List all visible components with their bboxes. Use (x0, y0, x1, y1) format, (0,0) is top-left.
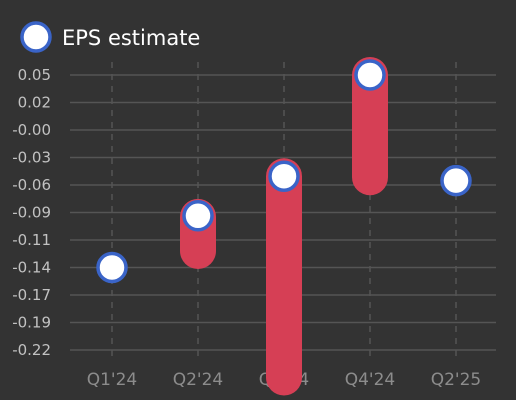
y-tick-label: -0.22 (12, 341, 51, 359)
legend-marker (20, 21, 52, 53)
y-tick-label: 0.02 (18, 94, 51, 112)
eps-marker (182, 200, 214, 232)
y-tick-label: -0.11 (12, 231, 51, 249)
y-tick-label: -0.14 (12, 259, 51, 277)
x-tick-label: Q2'25 (431, 370, 482, 390)
x-tick-label: Q4'24 (345, 370, 396, 390)
y-axis-ticks: 0.05 0.02 -0.00 -0.03 -0.06 -0.09 -0.11 -0.14 -0… (12, 66, 51, 359)
legend: EPS estimate (20, 21, 200, 53)
y-tick-label: -0.06 (12, 176, 51, 194)
y-tick-label: 0.05 (18, 66, 51, 84)
eps-marker (96, 251, 128, 284)
range-bars (180, 57, 388, 396)
eps-marker (268, 160, 300, 192)
eps-marker (440, 164, 472, 197)
x-tick-label: Q2'24 (173, 370, 224, 390)
y-tick-label: -0.17 (12, 286, 51, 304)
eps-markers (96, 59, 472, 284)
legend-label: EPS estimate (62, 26, 200, 50)
y-tick-label: -0.03 (12, 149, 51, 167)
x-tick-label: Q1'24 (87, 370, 138, 390)
y-tick-label: -0.00 (12, 121, 51, 139)
y-tick-label: -0.09 (12, 204, 51, 222)
y-tick-label: -0.19 (12, 314, 51, 332)
eps-marker (354, 59, 386, 91)
